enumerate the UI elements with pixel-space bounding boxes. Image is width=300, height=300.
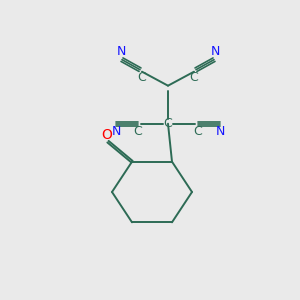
Text: O: O	[102, 128, 112, 142]
Text: C: C	[138, 71, 146, 84]
Text: N: N	[111, 125, 121, 138]
Text: C: C	[194, 125, 202, 138]
Text: C: C	[190, 71, 198, 84]
Text: C: C	[164, 117, 172, 130]
Text: N: N	[210, 45, 220, 58]
Text: N: N	[116, 45, 126, 58]
Text: N: N	[215, 125, 225, 138]
Text: C: C	[134, 125, 142, 138]
